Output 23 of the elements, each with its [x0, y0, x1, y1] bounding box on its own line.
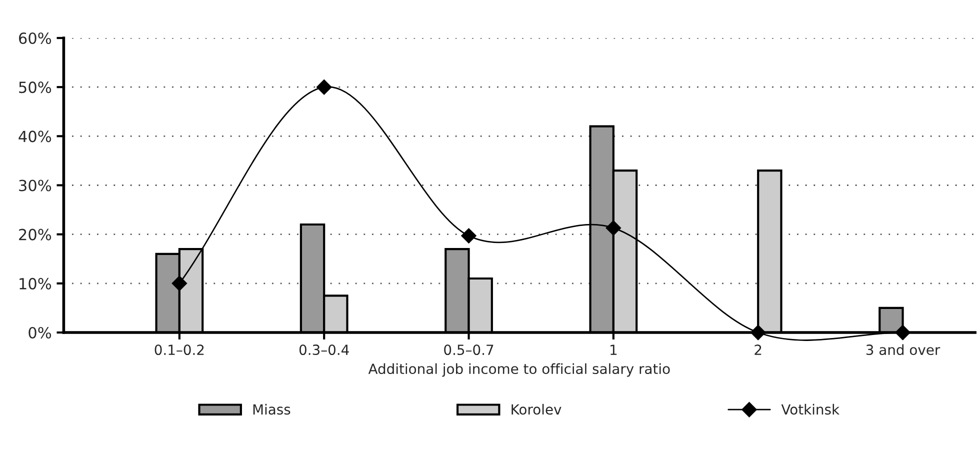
y-tick-label: 0% [28, 326, 52, 339]
point [172, 276, 188, 291]
legend-label: Korolev [512, 404, 562, 415]
y-tick-label: 10% [20, 278, 52, 290]
x-tick-label: 0.5–0.7 [444, 344, 494, 356]
x-tick-label: 3 and over [866, 344, 940, 356]
y-tick-label: 40% [18, 130, 52, 142]
y-tick-label: 60% [19, 32, 52, 44]
y-tick-label: 30% [19, 180, 52, 192]
legend-label: Votkinsk [781, 404, 840, 415]
point [316, 80, 332, 95]
point [895, 324, 910, 340]
y-tick-label: 20% [19, 228, 52, 240]
point [750, 324, 766, 340]
y-tick-label: 50% [19, 82, 52, 94]
point [606, 220, 622, 236]
point [461, 228, 476, 244]
x-tick-label: 2 [754, 344, 762, 355]
x-tick-label: 0.1–0.2 [154, 344, 204, 356]
x-tick-label: 0.3–0.4 [299, 344, 349, 356]
x-axis-title: Additional job income to official salary ratio [368, 363, 670, 377]
x-tick-label: 1 [610, 344, 617, 355]
legend-label: Miass [253, 404, 290, 415]
